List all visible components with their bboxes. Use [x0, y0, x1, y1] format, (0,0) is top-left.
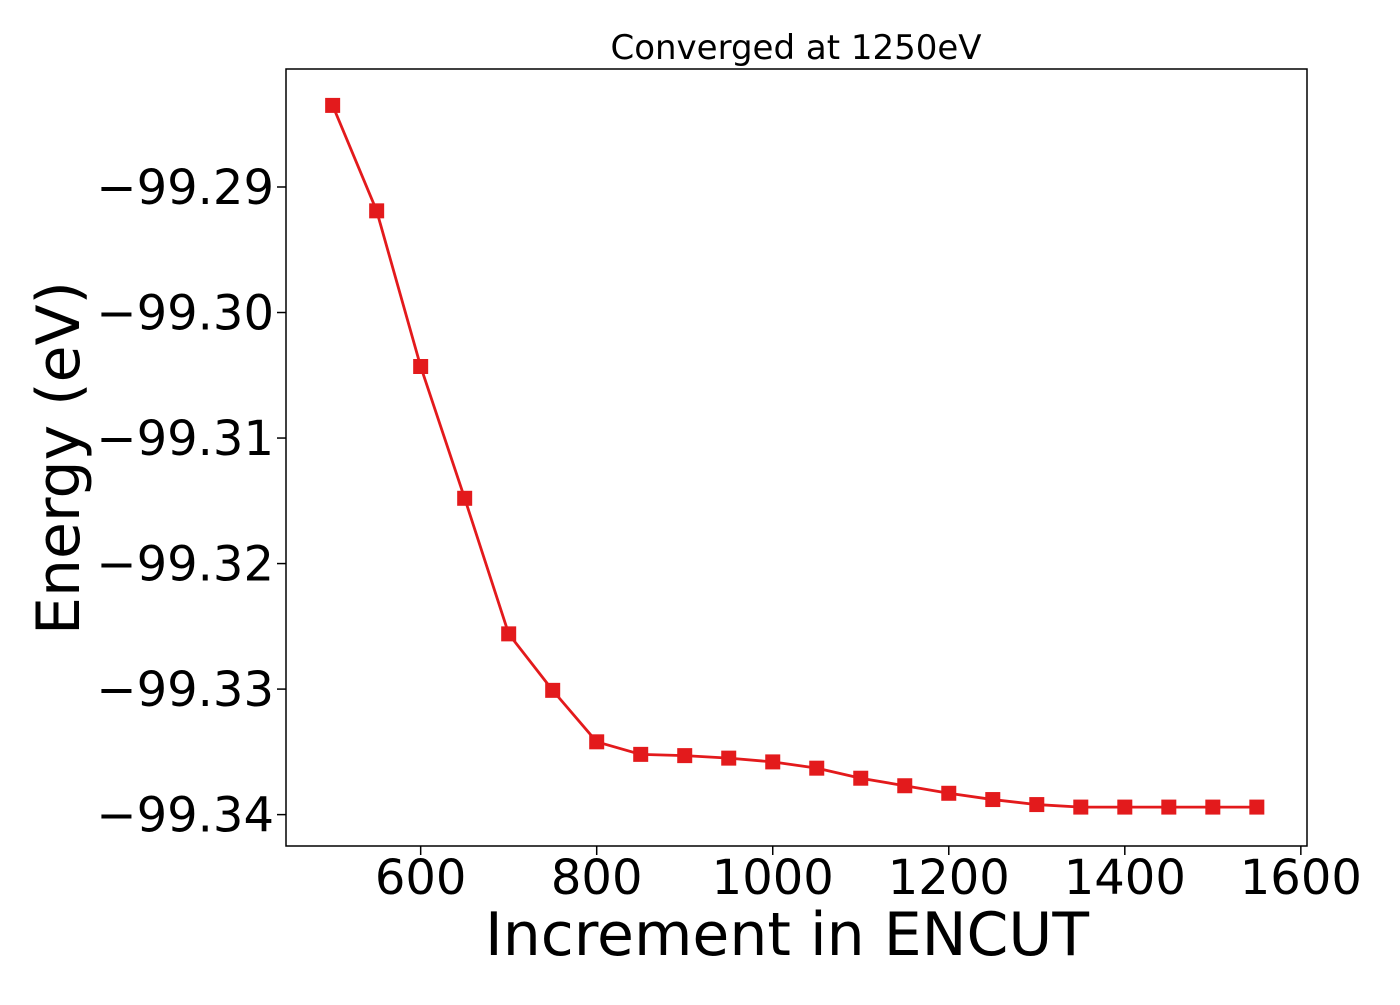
- data-point-marker: [413, 358, 429, 374]
- data-point-marker: [809, 760, 825, 776]
- y-tick-label: −99.29: [96, 160, 274, 216]
- x-tick-label: 1200: [888, 850, 1010, 906]
- y-tick-label: −99.33: [96, 662, 274, 718]
- data-point-marker: [1205, 799, 1221, 815]
- x-axis-label: Increment in ENCUT: [485, 900, 1089, 970]
- series-layer: [325, 97, 1265, 815]
- data-point-marker: [1161, 799, 1177, 815]
- x-axis-ticks: 600 800 1000 1200 1400 1600: [375, 846, 1362, 906]
- data-point-marker: [545, 682, 561, 698]
- x-tick-label: 1400: [1064, 850, 1186, 906]
- data-point-marker: [501, 626, 517, 642]
- data-point-marker: [457, 490, 473, 506]
- x-tick-label: 600: [375, 850, 467, 906]
- data-point-marker: [941, 785, 957, 801]
- data-point-marker: [325, 97, 341, 113]
- x-tick-label: 800: [551, 850, 643, 906]
- data-point-marker: [765, 754, 781, 770]
- data-point-marker: [853, 770, 869, 786]
- chart-title: Converged at 1250eV: [610, 28, 981, 68]
- x-tick-label: 1600: [1240, 850, 1362, 906]
- y-axis-ticks: −99.29 −99.30 −99.31 −99.32 −99.33 −99.34: [96, 160, 286, 844]
- data-point-marker: [897, 778, 913, 794]
- series-line: [331, 104, 1257, 809]
- y-axis-label: Energy (eV): [24, 281, 94, 635]
- data-point-marker: [1029, 797, 1045, 813]
- plot-area-frame: [285, 68, 1308, 847]
- data-point-marker: [633, 746, 649, 762]
- data-point-marker: [369, 203, 385, 219]
- data-point-marker: [1073, 799, 1089, 815]
- data-point-marker: [1117, 799, 1133, 815]
- y-tick-label: −99.31: [96, 411, 274, 467]
- data-point-marker: [589, 734, 605, 750]
- y-tick-label: −99.32: [96, 537, 274, 593]
- data-point-marker: [721, 750, 737, 766]
- y-tick-label: −99.34: [96, 788, 274, 844]
- data-point-marker: [985, 792, 1001, 808]
- data-point-marker: [677, 748, 693, 764]
- y-tick-label: −99.30: [96, 286, 274, 342]
- data-point-marker: [1249, 799, 1265, 815]
- x-tick-label: 1000: [712, 850, 834, 906]
